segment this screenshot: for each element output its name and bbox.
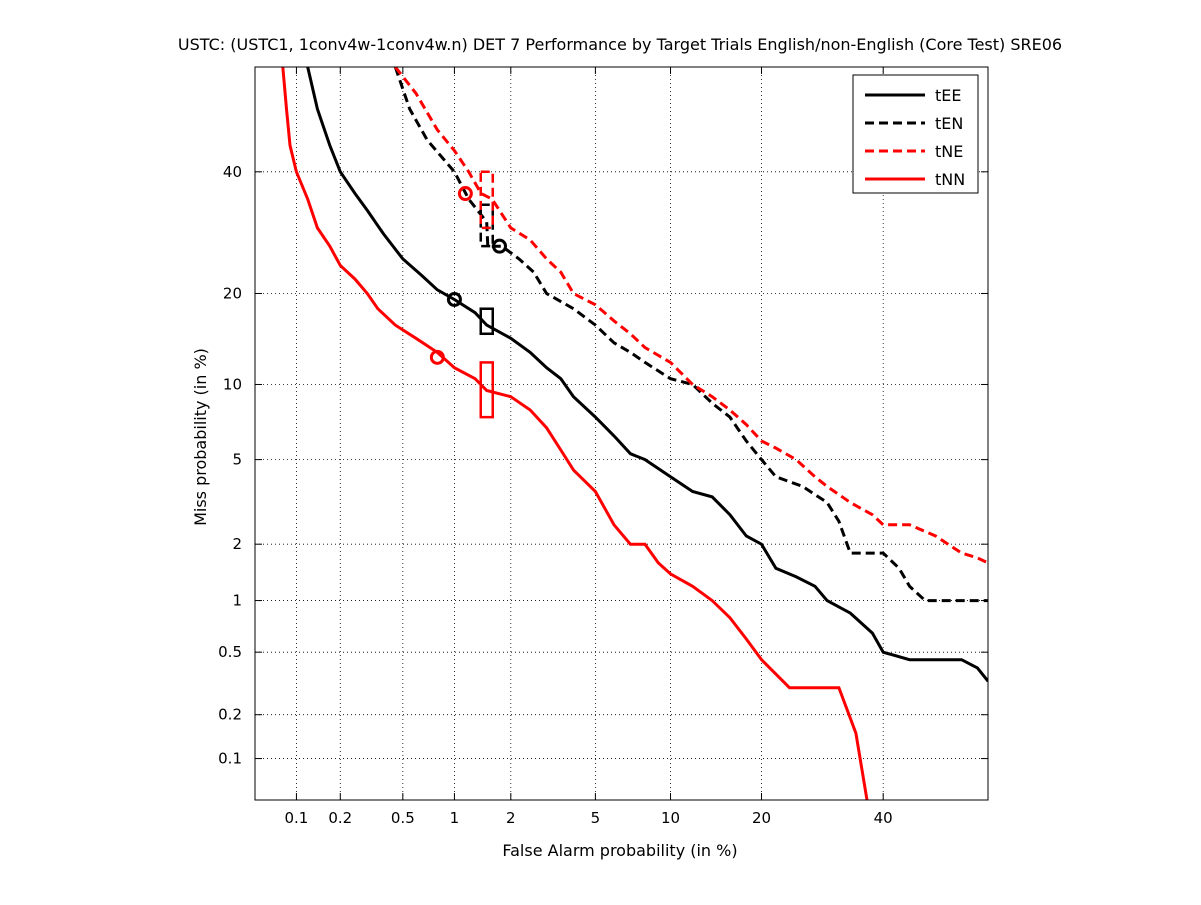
- legend-label-tEN: tEN: [935, 114, 963, 133]
- min-dcf-marker-tEE: [446, 291, 462, 307]
- series-line-tNN: [281, 67, 869, 800]
- x-tick-label: 20: [752, 809, 771, 827]
- plot-area-frame: [254, 66, 989, 801]
- x-tick-label: 0.2: [328, 809, 352, 827]
- y-axis-label: Miss probability (in %): [191, 348, 210, 526]
- x-tick-label: 40: [874, 809, 893, 827]
- legend-label-tNN: tNN: [935, 170, 965, 189]
- y-tick-label: 10: [223, 375, 242, 393]
- legend-label-tNE: tNE: [935, 142, 963, 161]
- x-tick-label: 1: [450, 809, 460, 827]
- y-tick-label: 5: [232, 451, 242, 469]
- x-tick-label: 0.1: [284, 809, 308, 827]
- series-line-tEE: [306, 67, 988, 683]
- y-tick-label: 20: [223, 284, 242, 302]
- x-tick-label: 2: [506, 809, 516, 827]
- y-tick-label: 1: [232, 592, 242, 610]
- min-dcf-marker-tNN: [429, 349, 445, 365]
- x-tick-label: 5: [591, 809, 601, 827]
- y-tick-label: 40: [223, 163, 242, 181]
- y-tick-label: 0.5: [218, 643, 242, 661]
- axis-ticks: 0.1 0.2 0.5 1 2 5 10 20 40 0.1 0.2 0.5 1 2 5 10 20 40: [218, 67, 988, 827]
- x-tick-label: 0.5: [391, 809, 415, 827]
- series-line-tEN: [393, 67, 988, 603]
- actual-dcf-box-tEE: [479, 307, 494, 336]
- chart-legend: tEE tEN tNE tNN: [852, 74, 979, 194]
- x-axis-label: False Alarm probability (in %): [502, 841, 737, 860]
- plot-series: [281, 67, 988, 800]
- operating-point-markers: [429, 170, 508, 419]
- actual-dcf-box-tNE: [479, 170, 494, 230]
- legend-label-tEE: tEE: [935, 86, 962, 105]
- series-line-tNE: [394, 67, 988, 565]
- y-tick-label: 0.2: [218, 706, 242, 724]
- y-tick-label: 0.1: [218, 750, 242, 768]
- actual-dcf-box-tEN: [479, 203, 494, 248]
- min-dcf-marker-tNE: [457, 186, 473, 202]
- actual-dcf-box-tNN: [479, 361, 494, 419]
- y-tick-label: 2: [232, 535, 242, 553]
- x-tick-label: 10: [661, 809, 680, 827]
- chart-title: USTC: (USTC1, 1conv4w-1conv4w.n) DET 7 P…: [178, 35, 1062, 54]
- min-dcf-marker-tEN: [492, 238, 508, 254]
